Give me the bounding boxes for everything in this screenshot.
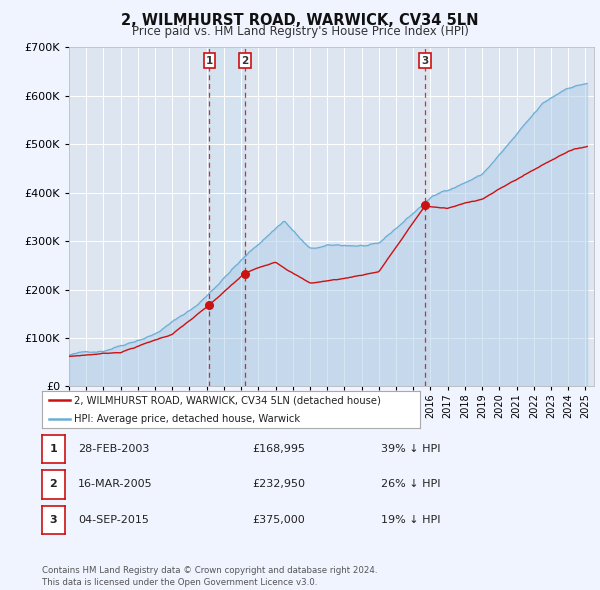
Text: 3: 3 [421,55,428,65]
Text: Price paid vs. HM Land Registry's House Price Index (HPI): Price paid vs. HM Land Registry's House … [131,25,469,38]
Text: 2: 2 [50,480,57,489]
Text: HPI: Average price, detached house, Warwick: HPI: Average price, detached house, Warw… [74,414,300,424]
Text: 28-FEB-2003: 28-FEB-2003 [78,444,149,454]
Text: Contains HM Land Registry data © Crown copyright and database right 2024.
This d: Contains HM Land Registry data © Crown c… [42,566,377,587]
Bar [209,47,245,386]
Text: 2, WILMHURST ROAD, WARWICK, CV34 5LN (detached house): 2, WILMHURST ROAD, WARWICK, CV34 5LN (de… [74,395,381,405]
Text: £232,950: £232,950 [252,480,305,489]
Text: 1: 1 [50,444,57,454]
Text: 26% ↓ HPI: 26% ↓ HPI [381,480,440,489]
Text: £375,000: £375,000 [252,515,305,525]
Text: 04-SEP-2015: 04-SEP-2015 [78,515,149,525]
Text: 16-MAR-2005: 16-MAR-2005 [78,480,152,489]
Text: 1: 1 [206,55,213,65]
Text: £168,995: £168,995 [252,444,305,454]
Text: 39% ↓ HPI: 39% ↓ HPI [381,444,440,454]
Text: 2: 2 [241,55,248,65]
Text: 3: 3 [50,515,57,525]
Text: 19% ↓ HPI: 19% ↓ HPI [381,515,440,525]
Text: 2, WILMHURST ROAD, WARWICK, CV34 5LN: 2, WILMHURST ROAD, WARWICK, CV34 5LN [121,13,479,28]
